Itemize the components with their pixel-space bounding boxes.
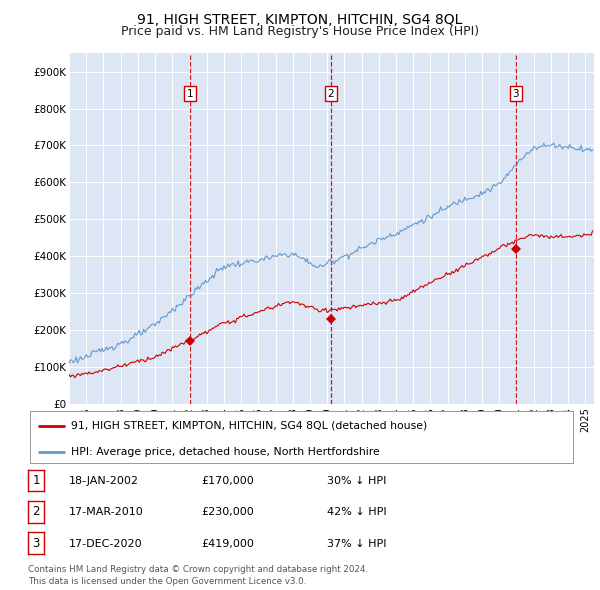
Text: 18-JAN-2002: 18-JAN-2002 <box>69 476 139 486</box>
Text: HPI: Average price, detached house, North Hertfordshire: HPI: Average price, detached house, Nort… <box>71 447 379 457</box>
Text: 91, HIGH STREET, KIMPTON, HITCHIN, SG4 8QL: 91, HIGH STREET, KIMPTON, HITCHIN, SG4 8… <box>137 13 463 27</box>
Text: 37% ↓ HPI: 37% ↓ HPI <box>327 539 386 549</box>
Text: £230,000: £230,000 <box>201 507 254 517</box>
Text: 3: 3 <box>512 88 519 99</box>
Text: Contains HM Land Registry data © Crown copyright and database right 2024.
This d: Contains HM Land Registry data © Crown c… <box>28 565 368 586</box>
Text: 2: 2 <box>32 505 40 519</box>
Text: 1: 1 <box>187 88 194 99</box>
Text: £170,000: £170,000 <box>201 476 254 486</box>
Text: Price paid vs. HM Land Registry's House Price Index (HPI): Price paid vs. HM Land Registry's House … <box>121 25 479 38</box>
Text: 30% ↓ HPI: 30% ↓ HPI <box>327 476 386 486</box>
Text: 17-MAR-2010: 17-MAR-2010 <box>69 507 144 517</box>
Text: 2: 2 <box>328 88 334 99</box>
Text: 42% ↓ HPI: 42% ↓ HPI <box>327 507 386 517</box>
Text: 17-DEC-2020: 17-DEC-2020 <box>69 539 143 549</box>
Text: £419,000: £419,000 <box>201 539 254 549</box>
Text: 91, HIGH STREET, KIMPTON, HITCHIN, SG4 8QL (detached house): 91, HIGH STREET, KIMPTON, HITCHIN, SG4 8… <box>71 421 427 431</box>
Text: 3: 3 <box>32 536 40 550</box>
Text: 1: 1 <box>32 474 40 487</box>
